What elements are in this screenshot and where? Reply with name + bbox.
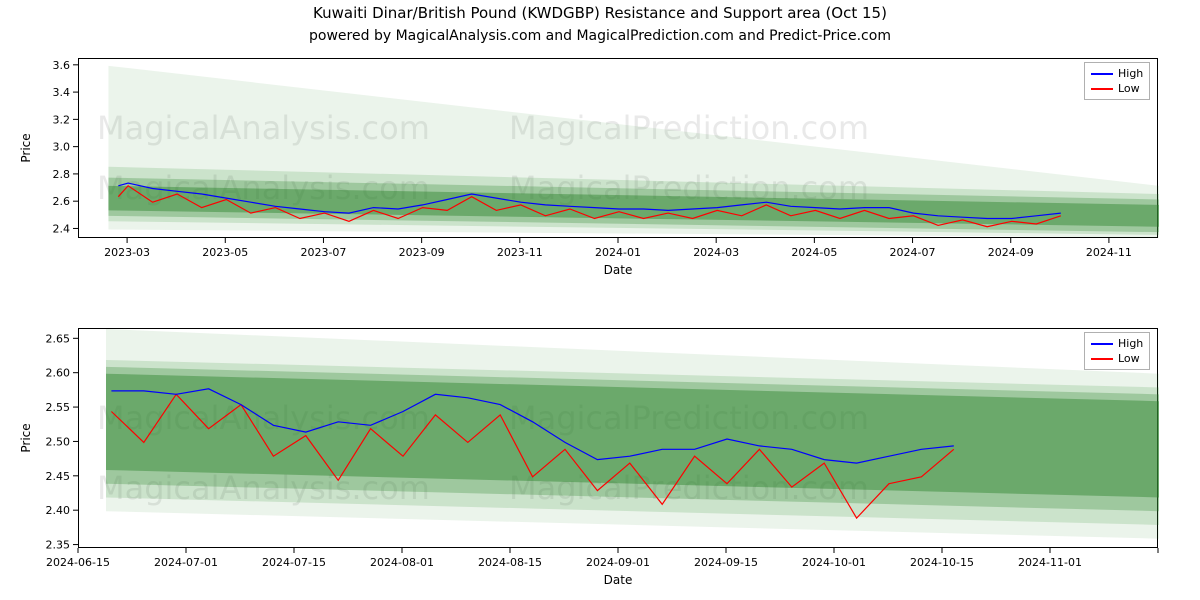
svg-text:2024-06-15: 2024-06-15: [46, 556, 110, 569]
svg-text:2.60: 2.60: [46, 367, 71, 380]
svg-text:2.55: 2.55: [46, 401, 71, 414]
svg-text:2.50: 2.50: [46, 435, 71, 448]
svg-text:2024-11-01: 2024-11-01: [1018, 556, 1082, 569]
legend-swatch-low: [1091, 358, 1113, 360]
svg-text:2024-10-15: 2024-10-15: [910, 556, 974, 569]
legend-item-low: Low: [1091, 351, 1143, 366]
svg-text:Price: Price: [19, 423, 33, 452]
svg-text:2.40: 2.40: [46, 504, 71, 517]
chart-panel-bottom: MagicalAnalysis.com MagicalPrediction.co…: [0, 0, 1200, 600]
svg-text:2024-09-15: 2024-09-15: [694, 556, 758, 569]
legend-label-high: High: [1118, 337, 1143, 350]
legend-swatch-high: [1091, 343, 1113, 345]
svg-text:2024-08-15: 2024-08-15: [478, 556, 542, 569]
svg-text:2024-08-01: 2024-08-01: [370, 556, 434, 569]
svg-text:2024-07-15: 2024-07-15: [262, 556, 326, 569]
legend-label-low: Low: [1118, 352, 1140, 365]
legend: High Low: [1084, 332, 1150, 370]
svg-text:2.65: 2.65: [46, 332, 71, 345]
svg-text:2024-09-01: 2024-09-01: [586, 556, 650, 569]
svg-text:2024-10-01: 2024-10-01: [802, 556, 866, 569]
svg-text:Date: Date: [604, 573, 633, 587]
svg-text:2.45: 2.45: [46, 470, 71, 483]
svg-text:2.35: 2.35: [46, 539, 71, 552]
legend-item-high: High: [1091, 336, 1143, 351]
svg-text:2024-07-01: 2024-07-01: [154, 556, 218, 569]
axes-svg-bottom: 2.35 2.40 2.45 2.50 2.55 2.60 2.65 2024-06-15 20…: [0, 0, 1200, 600]
